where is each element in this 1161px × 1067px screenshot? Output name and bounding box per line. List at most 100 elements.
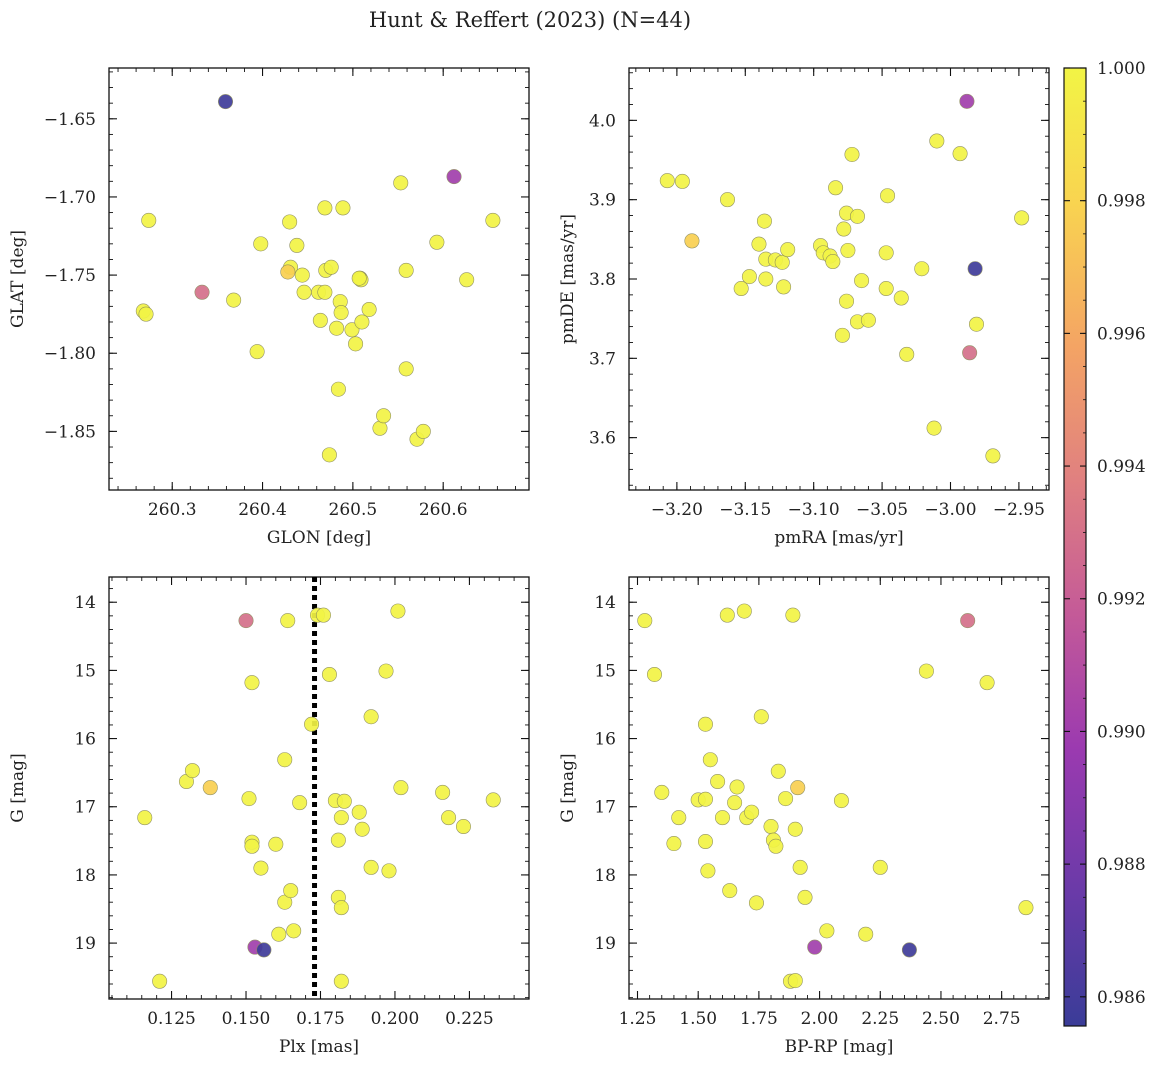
data-point: [415, 423, 431, 439]
panel-glon-glat: 260.3 260.4 260.5 260.6 −1.65 −1.70 −1.75 −1.80…: [8, 67, 530, 548]
y-tick-label: 3.7: [589, 349, 616, 369]
data-point: [952, 146, 968, 162]
data-point: [446, 169, 462, 185]
data-point: [785, 607, 801, 623]
data-point: [393, 780, 409, 796]
data-point: [684, 233, 700, 249]
y-tick-label: 18: [74, 866, 96, 886]
x-tick-label: −3.15: [719, 500, 771, 520]
y-tick-label: −1.85: [44, 422, 96, 442]
y-tick-label: 3.6: [589, 429, 616, 449]
x-tick-label: 0.125: [147, 1009, 196, 1029]
data-point: [485, 212, 501, 228]
data-point: [268, 836, 284, 852]
data-point: [226, 292, 242, 308]
x-axis-label: GLON [deg]: [267, 528, 371, 548]
data-point: [787, 821, 803, 837]
data-point: [289, 237, 305, 253]
data-point: [878, 281, 894, 297]
data-point: [304, 716, 320, 732]
colorbar: 0.986 0.988 0.990 0.992 0.994 0.996 0.998 1.000: [1063, 59, 1146, 1027]
figure-title: Hunt & Reffert (2023) (N=44): [369, 8, 691, 32]
y-tick-label: 14: [74, 593, 96, 613]
x-tick-label: −3.10: [788, 500, 840, 520]
data-point: [455, 819, 471, 835]
data-point: [926, 420, 942, 436]
y-tick-label: 19: [74, 934, 96, 954]
data-point: [321, 447, 337, 463]
x-tick-label: 2.75: [983, 1009, 1021, 1029]
data-point: [727, 795, 743, 811]
data-point: [238, 613, 254, 629]
data-point: [354, 821, 370, 837]
data-point: [184, 763, 200, 779]
data-point: [351, 270, 367, 286]
data-point: [722, 883, 738, 899]
data-point: [697, 716, 713, 732]
y-tick-label: 16: [74, 730, 96, 750]
axes-frame: [628, 576, 1050, 1000]
data-point: [719, 607, 735, 623]
data-point: [280, 613, 296, 629]
data-point: [790, 780, 806, 796]
data-point: [138, 306, 154, 322]
y-tick-label: 14: [594, 593, 616, 613]
y-tick-label: −1.65: [44, 110, 96, 130]
data-point: [141, 212, 157, 228]
data-point: [218, 94, 234, 110]
x-tick-label: 2.25: [861, 1009, 899, 1029]
data-point: [296, 284, 312, 300]
data-point: [282, 214, 298, 230]
data-point: [376, 408, 392, 424]
data-point: [768, 838, 784, 854]
data-point: [249, 344, 265, 360]
data-point: [333, 810, 349, 826]
data-point: [152, 973, 168, 989]
x-tick-label: 1.75: [740, 1009, 778, 1029]
data-point: [878, 245, 894, 261]
data-point: [317, 200, 333, 216]
data-point: [646, 666, 662, 682]
data-point: [321, 666, 337, 682]
data-point: [787, 973, 803, 989]
y-tick-label: 15: [74, 661, 96, 681]
data-point: [286, 923, 302, 939]
data-point: [390, 603, 406, 619]
data-point: [241, 791, 257, 807]
data-point: [714, 810, 730, 826]
data-point: [748, 895, 764, 911]
data-point: [363, 859, 379, 875]
data-point: [858, 926, 874, 942]
colorbar-tick-label: 0.992: [1097, 590, 1146, 610]
panel-pmra-pmde: −3.20 −3.15 −3.10 −3.05 −3.00 −2.95 3.6 3.7 3.8 3…: [558, 67, 1050, 548]
x-tick-label: 260.4: [238, 500, 287, 520]
data-point: [294, 267, 310, 283]
colorbar-tick-label: 0.994: [1097, 457, 1146, 477]
data-point: [333, 900, 349, 916]
data-point: [756, 213, 772, 229]
data-point: [844, 146, 860, 162]
data-point: [710, 774, 726, 790]
data-point: [751, 236, 767, 252]
data-point: [393, 175, 409, 191]
data-point: [659, 173, 675, 189]
data-point: [778, 791, 794, 807]
y-tick-label: 17: [74, 798, 96, 818]
data-point: [637, 613, 653, 629]
data-point: [825, 254, 841, 270]
data-point: [336, 793, 352, 809]
data-point: [700, 863, 716, 879]
colorbar-tick-label: 0.990: [1097, 722, 1146, 742]
x-tick-label: 1.25: [619, 1009, 657, 1029]
y-tick-label: 3.9: [589, 191, 616, 211]
axes-frame: [108, 67, 530, 491]
y-axis-label: pmDE [mas/yr]: [558, 214, 578, 344]
data-point: [753, 709, 769, 725]
colorbar-tick-label: 0.998: [1097, 192, 1146, 212]
data-point: [918, 663, 934, 679]
y-tick-label: −1.75: [44, 266, 96, 286]
data-point: [137, 810, 153, 826]
x-tick-label: −3.05: [856, 500, 908, 520]
data-point: [277, 752, 293, 768]
